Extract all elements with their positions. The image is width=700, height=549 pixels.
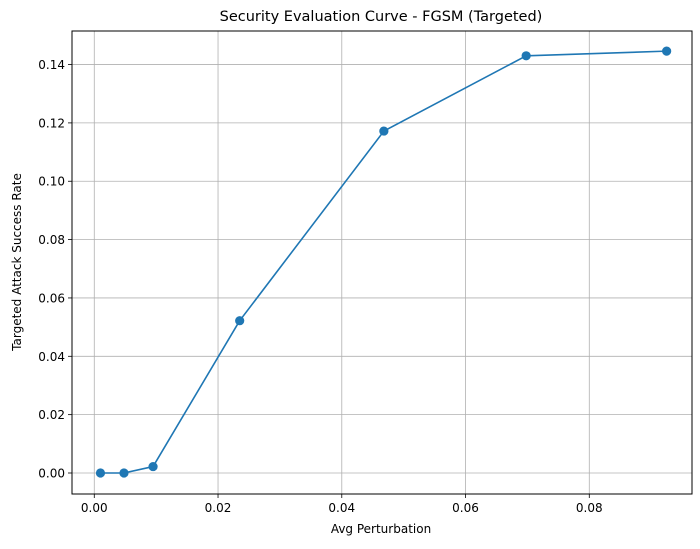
data-point [662, 46, 672, 56]
y-tick-label: 0.00 [38, 466, 65, 480]
x-tick-label: 0.08 [576, 501, 603, 515]
series-layer [95, 46, 672, 478]
data-point [95, 468, 106, 478]
x-tick-label: 0.00 [81, 501, 108, 515]
x-tick-label: 0.02 [205, 501, 232, 515]
y-tick-label: 0.08 [38, 233, 65, 247]
y-axis-label: Targeted Attack Success Rate [10, 173, 24, 352]
series-line [100, 50, 667, 474]
grid-lines [72, 31, 692, 494]
data-point [379, 126, 389, 136]
data-point [119, 468, 129, 478]
chart-title: Security Evaluation Curve - FGSM (Target… [220, 9, 543, 25]
x-tick-label: 0.06 [452, 501, 479, 515]
y-tick-label: 0.12 [38, 116, 65, 130]
plot-frame [71, 30, 693, 495]
data-point [235, 316, 245, 326]
data-point [148, 461, 158, 472]
axis-ticks: 0.00 0.02 0.04 0.06 0.08 0.00 0.02 0.04 0.06 0.08… [38, 58, 602, 515]
y-tick-label: 0.10 [38, 175, 65, 189]
x-tick-label: 0.04 [328, 501, 355, 515]
y-tick-label: 0.04 [38, 350, 65, 364]
x-axis-label: Avg Perturbation [331, 522, 431, 536]
y-tick-label: 0.02 [38, 408, 65, 422]
y-tick-label: 0.06 [38, 291, 65, 305]
y-tick-label: 0.14 [38, 58, 65, 72]
data-point [521, 51, 531, 61]
